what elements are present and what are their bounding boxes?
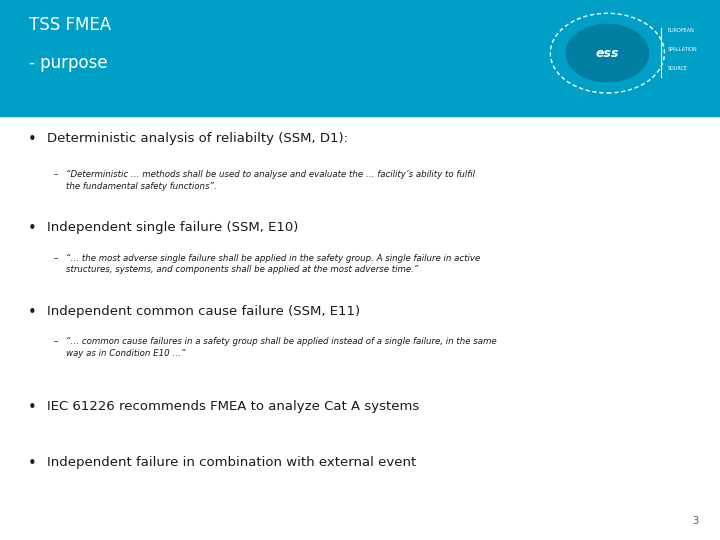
Bar — [0, 0, 720, 116]
Text: Independent failure in combination with external event: Independent failure in combination with … — [47, 456, 416, 469]
Text: •: • — [27, 400, 36, 415]
Text: SOURCE: SOURCE — [667, 66, 688, 71]
Text: ess: ess — [595, 46, 619, 59]
Text: –: – — [54, 338, 58, 347]
Text: - purpose: - purpose — [29, 54, 107, 72]
Text: EUROPEAN: EUROPEAN — [667, 29, 695, 33]
Text: TSS FMEA: TSS FMEA — [29, 16, 111, 34]
Text: –: – — [54, 170, 58, 179]
Text: •: • — [27, 132, 36, 147]
Text: •: • — [27, 456, 36, 471]
Text: “Deterministic … methods shall be used to analyse and evaluate the … facility’s : “Deterministic … methods shall be used t… — [66, 170, 475, 191]
Circle shape — [566, 24, 649, 82]
Text: SPALLATION: SPALLATION — [667, 48, 698, 52]
Text: “… the most adverse single failure shall be applied in the safety group. A singl: “… the most adverse single failure shall… — [66, 254, 480, 274]
Text: •: • — [27, 305, 36, 320]
Text: 3: 3 — [692, 516, 698, 526]
Text: •: • — [27, 221, 36, 237]
Text: “… common cause failures in a safety group shall be applied instead of a single : “… common cause failures in a safety gro… — [66, 338, 497, 358]
Text: IEC 61226 recommends FMEA to analyze Cat A systems: IEC 61226 recommends FMEA to analyze Cat… — [47, 400, 419, 413]
Text: Independent common cause failure (SSM, E11): Independent common cause failure (SSM, E… — [47, 305, 360, 318]
Text: Independent single failure (SSM, E10): Independent single failure (SSM, E10) — [47, 221, 298, 234]
Text: –: – — [54, 254, 58, 263]
Text: Deterministic analysis of reliabilty (SSM, D1):: Deterministic analysis of reliabilty (SS… — [47, 132, 348, 145]
